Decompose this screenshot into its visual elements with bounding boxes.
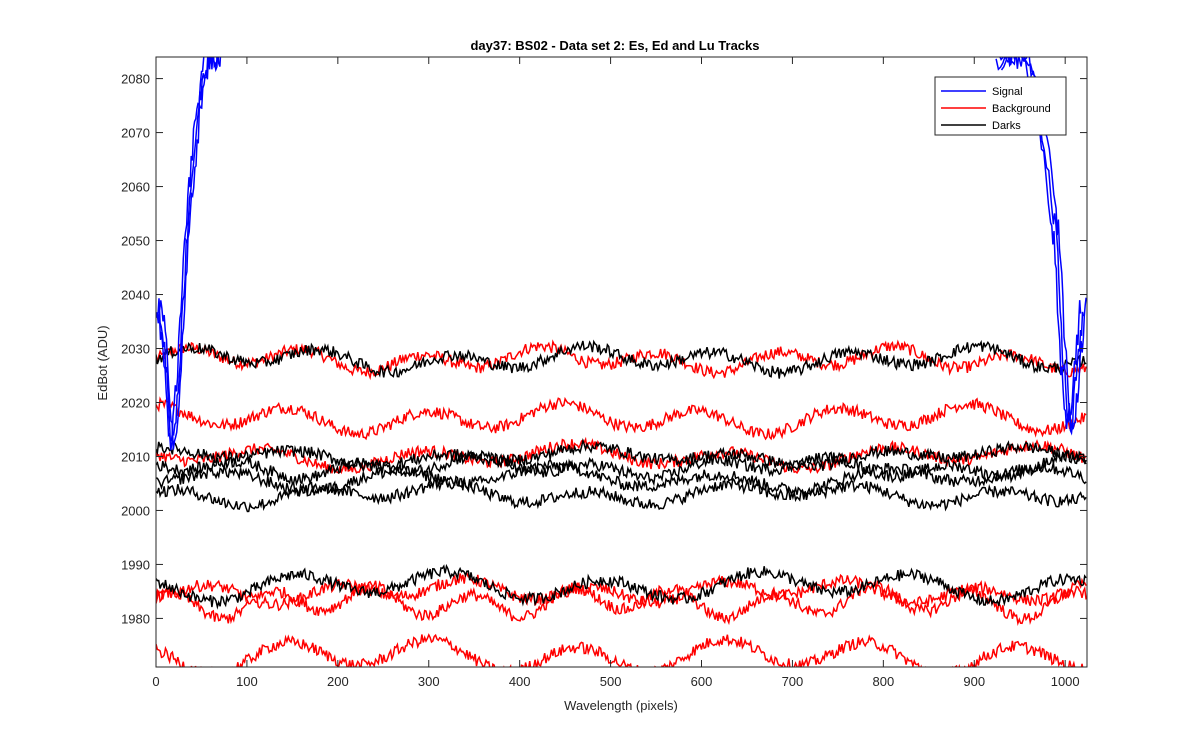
- legend-label-darks: Darks: [992, 120, 1021, 132]
- x-tick-label: 500: [600, 674, 622, 689]
- x-tick-label: 300: [418, 674, 440, 689]
- y-tick-label: 2070: [121, 126, 150, 141]
- y-tick-label: 2010: [121, 449, 150, 464]
- signal-trace-left-2: [158, 57, 222, 450]
- y-tick-label: 1980: [121, 611, 150, 626]
- signal-trace-right-1: [999, 57, 1085, 436]
- y-tick-label: 1990: [121, 557, 150, 572]
- y-tick-label: 2080: [121, 72, 150, 87]
- x-tick-label: 400: [509, 674, 531, 689]
- x-tick-label: 900: [963, 674, 985, 689]
- x-tick-label: 100: [236, 674, 258, 689]
- y-axis-label: EdBot (ADU): [95, 325, 110, 400]
- darks-trace-4: [156, 476, 1087, 513]
- darks-trace-2: [156, 449, 1087, 487]
- chart-title: day37: BS02 - Data set 2: Es, Ed and Lu …: [470, 38, 759, 53]
- x-tick-label: 200: [327, 674, 349, 689]
- y-tick-label: 2020: [121, 395, 150, 410]
- legend-label-background: Background: [992, 103, 1051, 115]
- background-trace-0: [156, 339, 1087, 381]
- x-tick-label: 1000: [1051, 674, 1080, 689]
- x-tick-label: 700: [782, 674, 804, 689]
- axes-box: [155, 56, 1088, 668]
- darks-trace-0: [156, 339, 1087, 379]
- darks-trace-1: [156, 437, 1087, 474]
- x-tick-label: 0: [152, 674, 159, 689]
- y-tick-label: 2030: [121, 342, 150, 357]
- signal-trace-right-0: [1000, 57, 1087, 431]
- y-tick-label: 2040: [121, 288, 150, 303]
- y-tick-label: 2060: [121, 180, 150, 195]
- legend-label-signal: Signal: [992, 86, 1023, 98]
- data-layer: [156, 57, 1087, 667]
- y-tick-label: 2050: [121, 234, 150, 249]
- y-tick-label: 2000: [121, 503, 150, 518]
- darks-trace-3: [156, 458, 1087, 498]
- background-trace-5: [156, 633, 1084, 667]
- ticks-layer: 0 100 200 300 400 500 600 700 800 900 1000 1980 1990…: [121, 57, 1087, 689]
- x-axis-label: Wavelength (pixels): [564, 698, 678, 713]
- background-trace-4: [156, 580, 1087, 627]
- background-trace-1: [156, 396, 1087, 441]
- background-trace-3: [156, 572, 1087, 612]
- background-trace-2: [156, 436, 1087, 475]
- signal-trace-left-1: [157, 57, 219, 443]
- darks-trace-5: [156, 563, 1087, 610]
- x-tick-label: 600: [691, 674, 713, 689]
- legend: Signal Background Darks: [934, 76, 1067, 136]
- signal-trace-right-2: [995, 57, 1082, 429]
- x-tick-label: 800: [872, 674, 894, 689]
